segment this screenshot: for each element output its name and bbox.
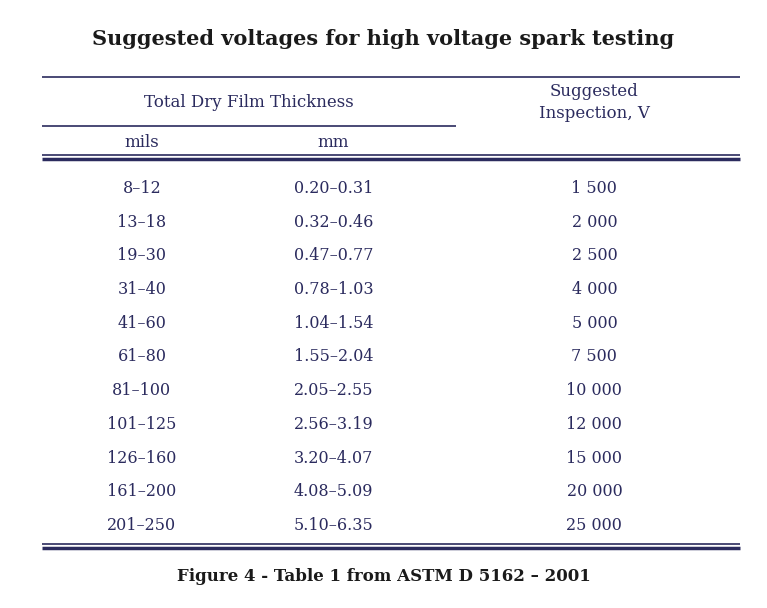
Text: 8–12: 8–12 bbox=[123, 180, 161, 197]
Text: mils: mils bbox=[124, 134, 160, 151]
Text: 0.47–0.77: 0.47–0.77 bbox=[294, 247, 374, 264]
Text: mm: mm bbox=[318, 134, 350, 151]
Text: 201–250: 201–250 bbox=[107, 517, 176, 534]
Text: 12 000: 12 000 bbox=[567, 416, 622, 433]
Text: 1.55–2.04: 1.55–2.04 bbox=[294, 348, 374, 365]
Text: 2 000: 2 000 bbox=[571, 213, 617, 230]
Text: 2.05–2.55: 2.05–2.55 bbox=[294, 382, 374, 399]
Text: 13–18: 13–18 bbox=[117, 213, 166, 230]
Text: 1.04–1.54: 1.04–1.54 bbox=[294, 315, 374, 332]
Text: 0.78–1.03: 0.78–1.03 bbox=[294, 281, 374, 298]
Text: 1 500: 1 500 bbox=[571, 180, 617, 197]
Text: 61–80: 61–80 bbox=[117, 348, 166, 365]
Text: 25 000: 25 000 bbox=[567, 517, 622, 534]
Text: 15 000: 15 000 bbox=[566, 449, 623, 466]
Text: Figure 4 - Table 1 from ASTM D 5162 – 2001: Figure 4 - Table 1 from ASTM D 5162 – 20… bbox=[176, 568, 591, 585]
Text: 20 000: 20 000 bbox=[567, 483, 622, 500]
Text: 101–125: 101–125 bbox=[107, 416, 176, 433]
Text: 3.20–4.07: 3.20–4.07 bbox=[294, 449, 374, 466]
Text: 7 500: 7 500 bbox=[571, 348, 617, 365]
Text: Suggested
Inspection, V: Suggested Inspection, V bbox=[539, 83, 650, 122]
Text: 4 000: 4 000 bbox=[571, 281, 617, 298]
Text: Total Dry Film Thickness: Total Dry Film Thickness bbox=[144, 94, 354, 111]
Text: 2.56–3.19: 2.56–3.19 bbox=[294, 416, 374, 433]
Text: 4.08–5.09: 4.08–5.09 bbox=[294, 483, 374, 500]
Text: 126–160: 126–160 bbox=[107, 449, 176, 466]
Text: 41–60: 41–60 bbox=[117, 315, 166, 332]
Text: 81–100: 81–100 bbox=[112, 382, 172, 399]
Text: 31–40: 31–40 bbox=[117, 281, 166, 298]
Text: 19–30: 19–30 bbox=[117, 247, 166, 264]
Text: 161–200: 161–200 bbox=[107, 483, 176, 500]
Text: 5 000: 5 000 bbox=[571, 315, 617, 332]
Text: 2 500: 2 500 bbox=[571, 247, 617, 264]
Text: 5.10–6.35: 5.10–6.35 bbox=[294, 517, 374, 534]
Text: 0.20–0.31: 0.20–0.31 bbox=[294, 180, 374, 197]
Text: Suggested voltages for high voltage spark testing: Suggested voltages for high voltage spar… bbox=[93, 29, 674, 49]
Text: 0.32–0.46: 0.32–0.46 bbox=[294, 213, 374, 230]
Text: 10 000: 10 000 bbox=[567, 382, 622, 399]
